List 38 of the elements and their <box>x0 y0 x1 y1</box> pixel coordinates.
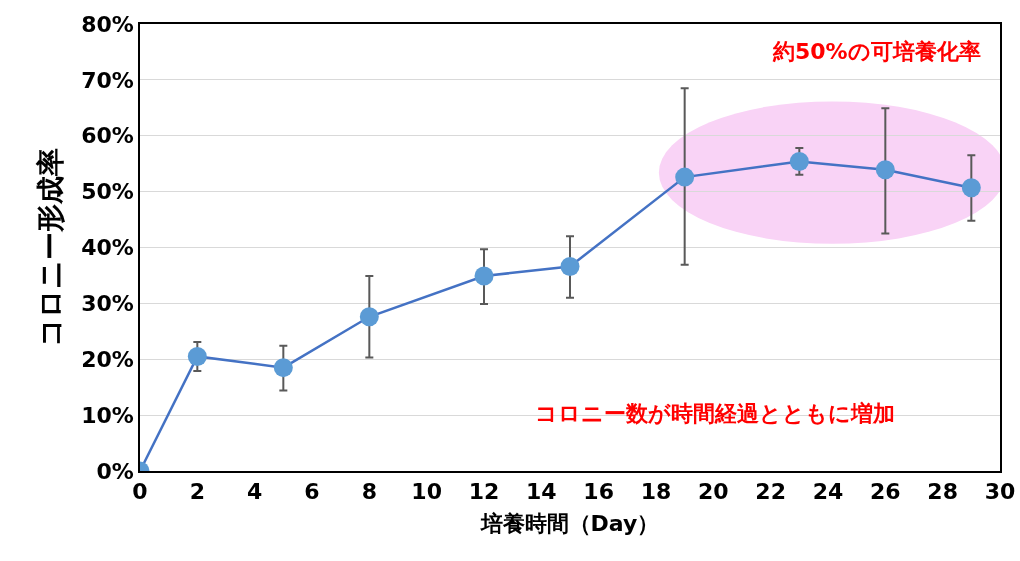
x-tick-label: 28 <box>927 479 958 505</box>
x-tick-label: 6 <box>304 479 320 505</box>
y-tick-label: 20% <box>81 346 134 372</box>
x-tick-label: 0 <box>132 479 148 505</box>
point <box>875 160 895 180</box>
x-tick-label: 24 <box>812 479 844 505</box>
point <box>359 307 379 327</box>
x-tick-label: 20 <box>698 479 729 505</box>
annotation: 約50%の可培養化率 <box>772 39 981 64</box>
y-tick-label: 10% <box>81 402 134 428</box>
x-tick-label: 2 <box>189 479 205 505</box>
point <box>187 346 207 366</box>
y-axis-title: コロニー形成率 <box>34 148 68 347</box>
x-tick-label: 14 <box>526 479 557 505</box>
y-tick-label: 70% <box>81 67 134 93</box>
y-tick-label: 50% <box>81 179 134 205</box>
point <box>675 167 695 187</box>
y-tick-label: 80% <box>81 11 134 37</box>
annotation: コロニー数が時間経過とともに増加 <box>535 401 895 426</box>
point <box>560 257 580 276</box>
x-axis-title: 培養時間（Day） <box>479 510 660 536</box>
point <box>273 358 293 378</box>
x-tick-label: 4 <box>247 479 263 505</box>
x-tick-label: 16 <box>583 479 614 505</box>
y-tick-label: 40% <box>81 235 134 261</box>
y-tick-label: 0% <box>96 458 134 484</box>
x-tick-label: 12 <box>468 479 500 505</box>
point <box>961 178 981 198</box>
x-tick-label: 10 <box>411 479 442 505</box>
x-tick-label: 30 <box>984 479 1016 505</box>
point <box>474 266 494 286</box>
y-tick-label: 30% <box>81 291 134 317</box>
x-tick-label: 18 <box>640 479 672 505</box>
x-tick-label: 8 <box>361 479 377 505</box>
x-tick-label: 26 <box>870 479 901 505</box>
y-tick-label: 60% <box>81 123 134 149</box>
point <box>789 151 809 171</box>
x-tick-label: 22 <box>755 479 786 505</box>
